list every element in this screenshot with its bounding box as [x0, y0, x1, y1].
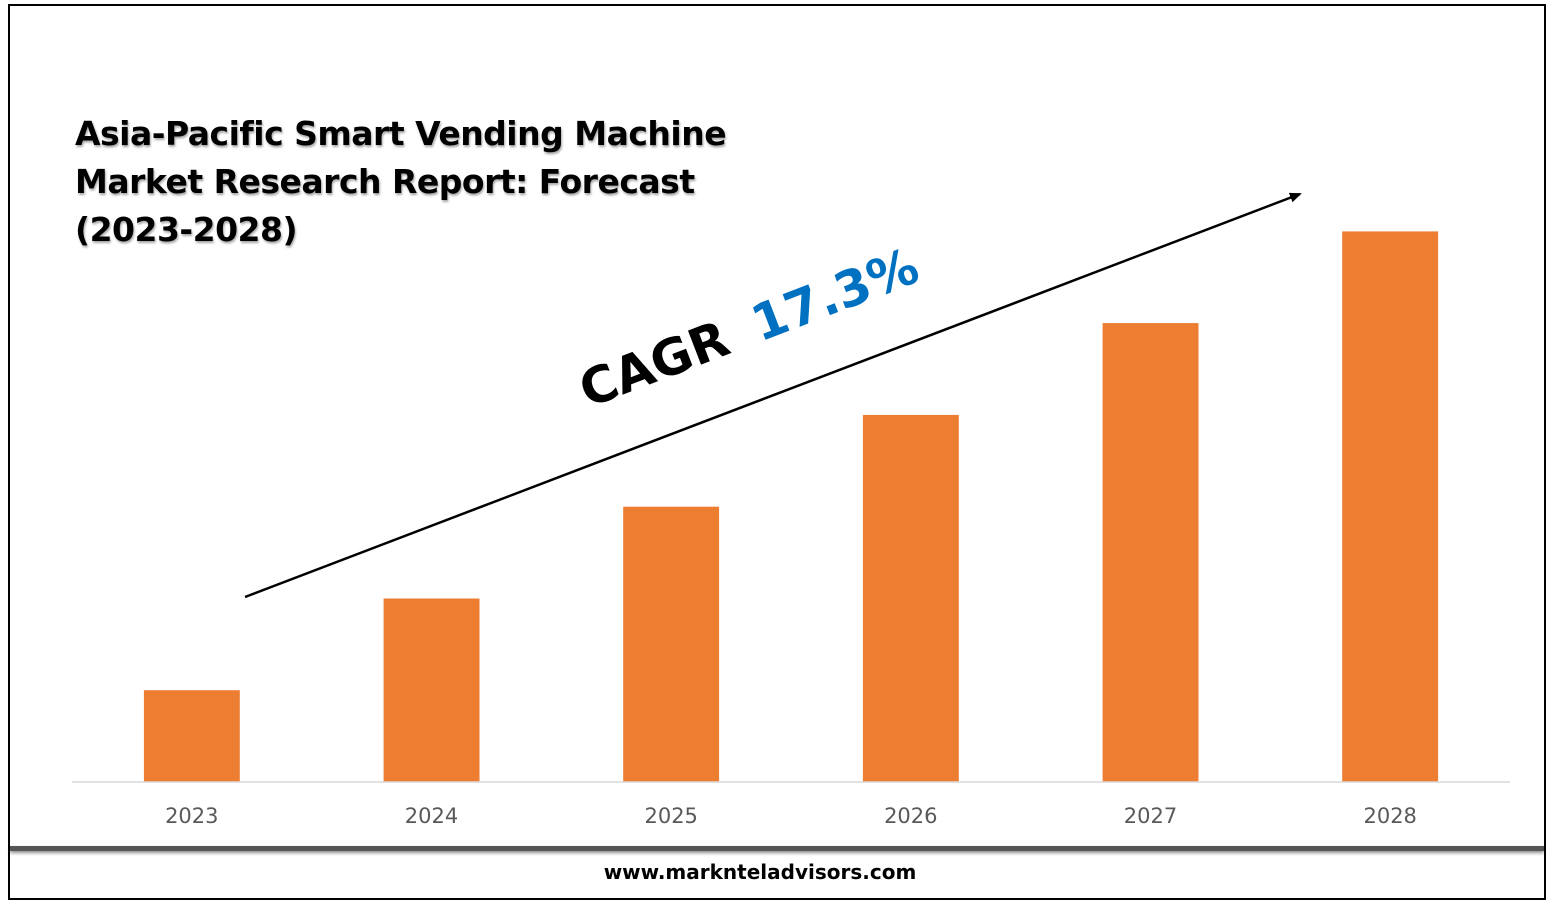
x-tick-label-2023: 2023 — [165, 804, 218, 828]
x-tick-label-2026: 2026 — [884, 804, 937, 828]
chart-title: Asia-Pacific Smart Vending Machine Marke… — [75, 110, 755, 254]
bar-group — [143, 231, 1439, 782]
bar-2026 — [862, 414, 959, 782]
bar-2024 — [383, 598, 480, 782]
x-tick-label-2025: 2025 — [644, 804, 697, 828]
cagr-label: CAGR — [572, 310, 737, 420]
cagr-annotation: CAGR 17.3% — [572, 237, 927, 419]
bar-2027 — [1102, 323, 1199, 782]
x-tick-label-2027: 2027 — [1124, 804, 1177, 828]
cagr-value: 17.3% — [744, 237, 927, 353]
footer-website: www.marknteladvisors.com — [603, 860, 917, 884]
x-tick-labels: 2023 2024 2025 2026 2027 2028 — [165, 804, 1417, 828]
chart-title-line-2: Market Research Report: Forecast — [75, 162, 695, 201]
chart-title-line-1: Asia-Pacific Smart Vending Machine — [75, 114, 727, 153]
bar-2028 — [1342, 231, 1439, 782]
x-tick-label-2028: 2028 — [1363, 804, 1416, 828]
chart-frame — [8, 4, 1546, 900]
footer-divider — [10, 846, 1544, 851]
chart-title-line-3: (2023-2028) — [75, 210, 298, 249]
bar-2023 — [143, 690, 240, 782]
x-tick-label-2024: 2024 — [405, 804, 458, 828]
bar-2025 — [623, 506, 720, 782]
trend-arrow — [244, 192, 1302, 599]
